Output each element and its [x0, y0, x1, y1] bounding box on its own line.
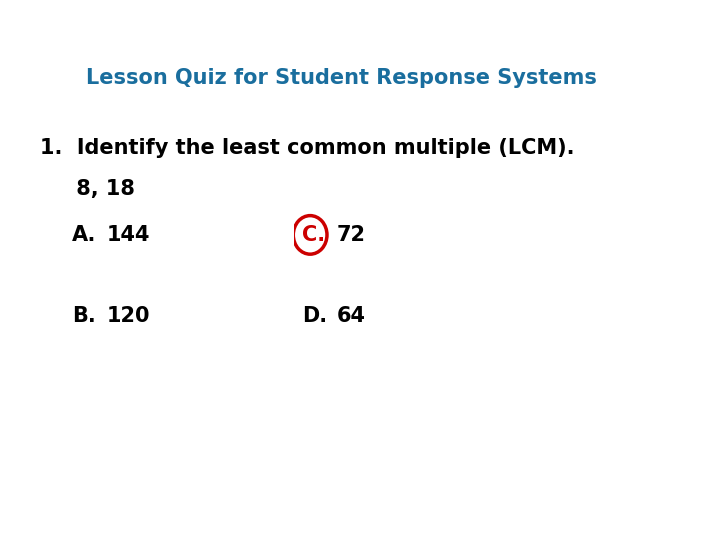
Text: 72: 72: [337, 225, 366, 245]
Text: B.: B.: [72, 306, 96, 326]
Text: 8, 18: 8, 18: [40, 179, 135, 199]
Text: 64: 64: [337, 306, 366, 326]
Text: A.: A.: [72, 225, 96, 245]
Text: Lesson Quiz for Student Response Systems: Lesson Quiz for Student Response Systems: [86, 68, 598, 89]
Text: 120: 120: [107, 306, 150, 326]
Text: 1.  Identify the least common multiple (LCM).: 1. Identify the least common multiple (L…: [40, 138, 574, 159]
Text: C.: C.: [302, 225, 325, 245]
Text: 144: 144: [107, 225, 150, 245]
Text: D.: D.: [302, 306, 328, 326]
